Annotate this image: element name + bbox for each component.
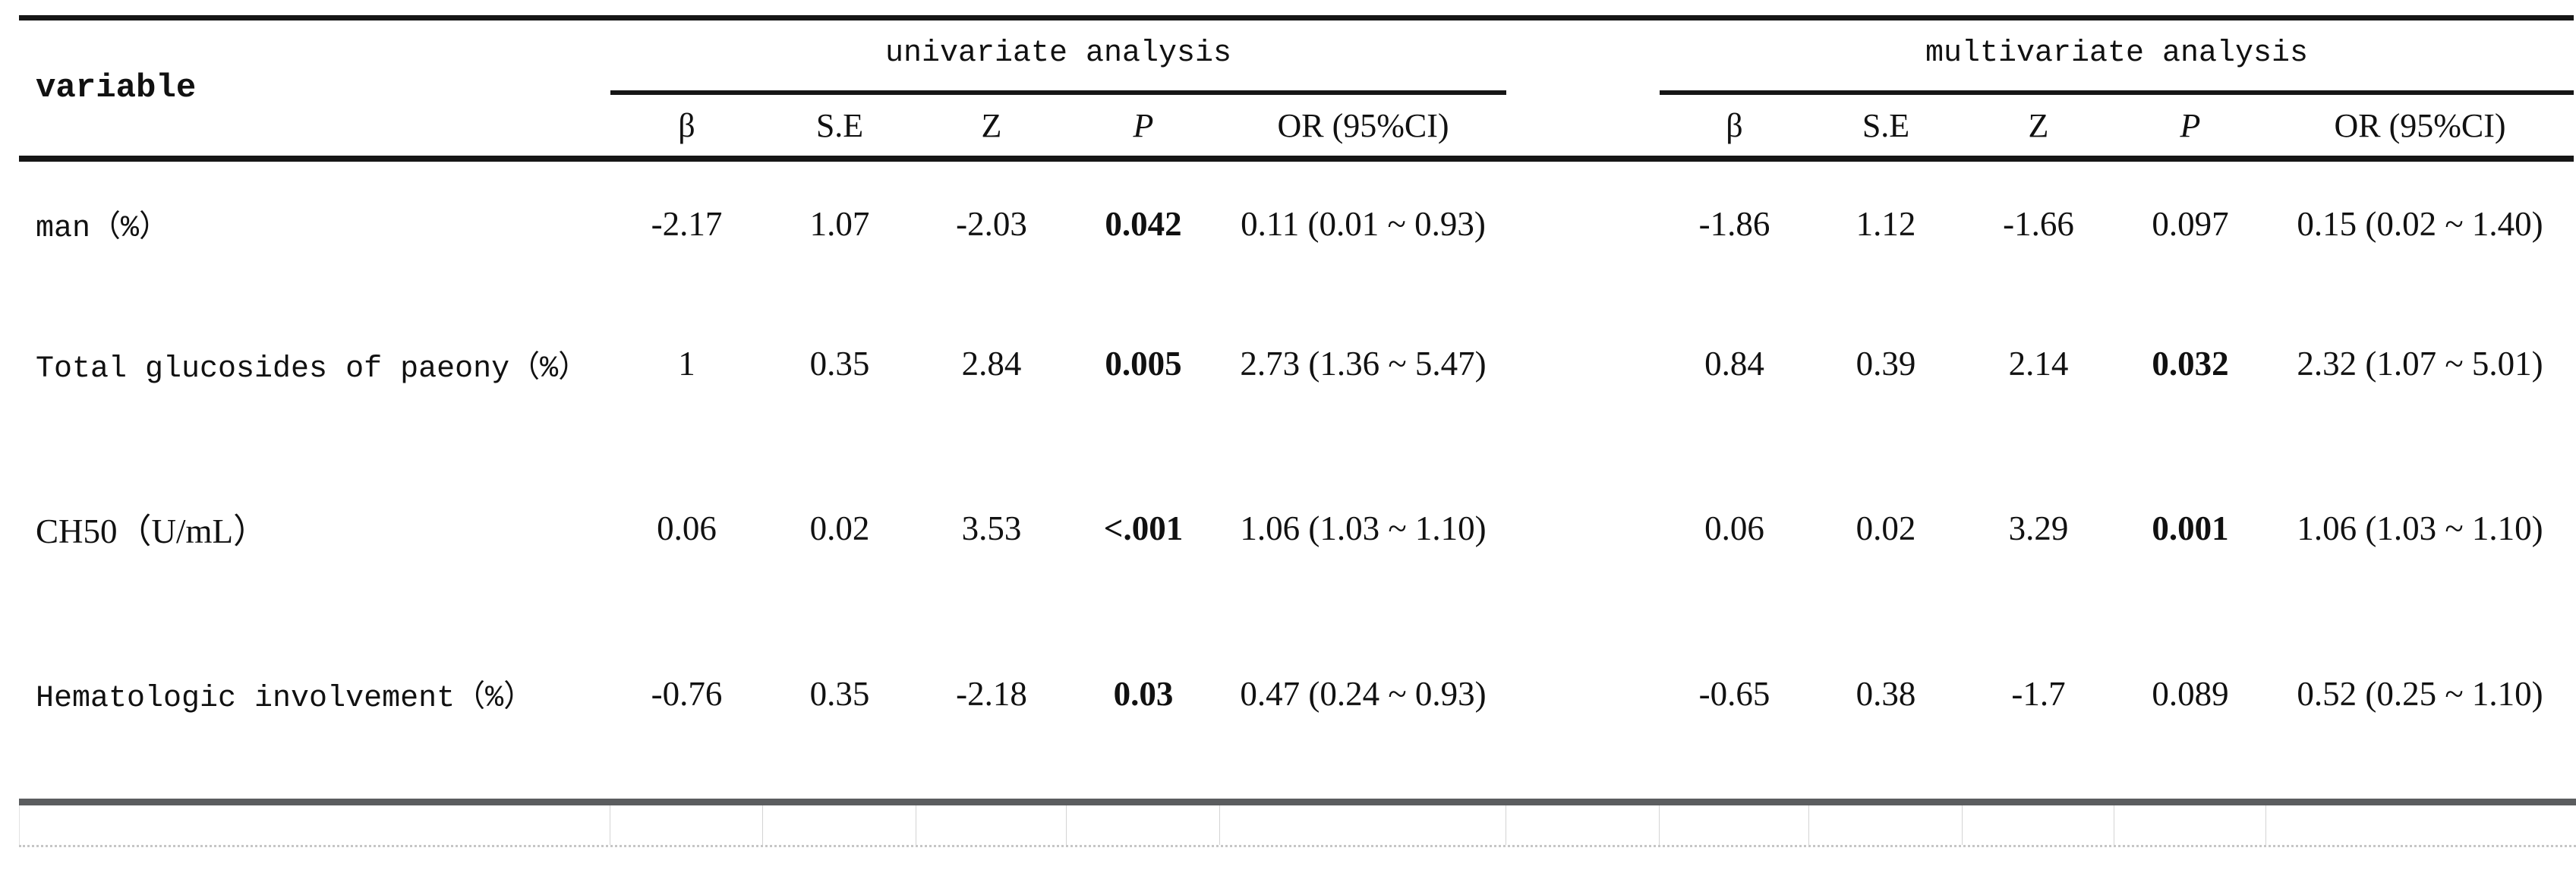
- header-bottom-rule: [19, 156, 2574, 162]
- empty-cell: [763, 805, 916, 845]
- cell-uni-p: 0.03: [1113, 674, 1174, 713]
- cell-uni-or: 0.47 (0.24 ~ 0.93): [1240, 674, 1487, 713]
- cell-uni-p: <.001: [1103, 509, 1184, 547]
- empty-cell: [1067, 805, 1220, 845]
- cell-uni-or: 1.06 (1.03 ~ 1.10): [1240, 509, 1487, 547]
- cell-uni-beta: 1: [678, 345, 695, 383]
- cell-multi-se: 1.12: [1856, 204, 1916, 243]
- cell-multi-z: -1.66: [2003, 204, 2074, 243]
- cell-uni-se: 1.07: [809, 204, 870, 243]
- column-header-multi-p: P: [2180, 106, 2201, 144]
- cell-uni-or: 2.73 (1.36 ~ 5.47): [1240, 345, 1487, 383]
- cell-multi-beta: 0.84: [1704, 345, 1764, 383]
- cell-uni-p: 0.042: [1105, 204, 1182, 243]
- row-label: Hematologic involvement（%）: [36, 682, 534, 716]
- cell-multi-se: 0.02: [1856, 509, 1916, 547]
- cell-uni-z: 2.84: [961, 345, 1022, 383]
- table-body: man（%） -2.17 1.07 -2.03 0.042 0.11 (0.01…: [19, 162, 2574, 773]
- column-header-spacer: [1506, 95, 1660, 156]
- group-header-gap: [1506, 20, 1660, 95]
- empty-cell: [1963, 805, 2114, 845]
- column-header-multi-beta: β: [1726, 106, 1743, 144]
- empty-cell: [2266, 805, 2576, 845]
- empty-cell: [1506, 805, 1660, 845]
- column-header-uni-p: P: [1133, 106, 1154, 144]
- cell-multi-z: -1.7: [2011, 674, 2066, 713]
- column-header-uni-se: S.E: [815, 106, 864, 144]
- cell-multi-z: 2.14: [2008, 345, 2069, 383]
- empty-cell: [1809, 805, 1963, 845]
- column-header-uni-or: OR (95%CI): [1277, 106, 1449, 144]
- cell-multi-beta: -1.86: [1698, 204, 1770, 243]
- group-header-multivariate: multivariate analysis: [1660, 20, 2574, 95]
- cell-multi-or: 0.52 (0.25 ~ 1.10): [2297, 674, 2543, 713]
- table-top-rule: [19, 15, 2574, 20]
- cell-uni-z: 3.53: [961, 509, 1022, 547]
- cell-multi-or: 1.06 (1.03 ~ 1.10): [2297, 509, 2543, 547]
- cell-uni-se: 0.35: [809, 345, 870, 383]
- empty-cell: [610, 805, 763, 845]
- cell-multi-p: 0.032: [2152, 345, 2229, 383]
- regression-table: variable univariate analysis multivariat…: [19, 15, 2574, 773]
- cell-multi-se: 0.38: [1856, 674, 1916, 713]
- cell-uni-z: -2.18: [956, 674, 1027, 713]
- cell-spacer: [1506, 285, 1660, 442]
- empty-cell: [1220, 805, 1506, 845]
- cell-uni-se: 0.02: [809, 509, 870, 547]
- row-label: CH50（U/mL）: [36, 512, 268, 550]
- cell-spacer: [1506, 614, 1660, 773]
- cell-uni-beta: 0.06: [657, 509, 717, 547]
- cell-multi-se: 0.39: [1856, 345, 1916, 383]
- cell-multi-or: 2.32 (1.07 ~ 5.01): [2297, 345, 2543, 383]
- column-header-multi-se: S.E: [1862, 106, 1910, 144]
- cell-uni-z: -2.03: [956, 204, 1027, 243]
- cell-uni-se: 0.35: [809, 674, 870, 713]
- group-header-univariate: univariate analysis: [610, 20, 1506, 95]
- cell-spacer: [1506, 442, 1660, 614]
- cell-uni-p: 0.005: [1105, 345, 1182, 383]
- column-header-multi-z: Z: [2028, 106, 2049, 144]
- cell-multi-beta: 0.06: [1704, 509, 1764, 547]
- row-label: Total glucosides of paeony（%）: [36, 351, 589, 386]
- cell-multi-z: 3.29: [2008, 509, 2069, 547]
- empty-cell: [916, 805, 1067, 845]
- cell-spacer: [1506, 162, 1660, 285]
- cell-uni-or: 0.11 (0.01 ~ 0.93): [1241, 204, 1486, 243]
- cell-multi-beta: -0.65: [1698, 674, 1770, 713]
- empty-grid-row: [19, 805, 2576, 847]
- empty-cell: [19, 805, 610, 845]
- table-header: variable univariate analysis multivariat…: [19, 20, 2574, 156]
- cell-multi-p: 0.001: [2152, 509, 2229, 547]
- cell-multi-p: 0.097: [2152, 204, 2229, 243]
- empty-cell: [2114, 805, 2266, 845]
- cell-multi-or: 0.15 (0.02 ~ 1.40): [2297, 204, 2543, 243]
- column-header-uni-z: Z: [981, 106, 1002, 144]
- bottom-bar: [19, 799, 2576, 805]
- empty-cell: [1660, 805, 1809, 845]
- column-header-multi-or: OR (95%CI): [2334, 106, 2506, 144]
- cell-uni-beta: -0.76: [651, 674, 723, 713]
- column-header-variable: variable: [36, 69, 197, 107]
- column-header-uni-beta: β: [678, 106, 695, 144]
- row-label: man（%）: [36, 212, 170, 246]
- cell-multi-p: 0.089: [2152, 674, 2229, 713]
- cell-uni-beta: -2.17: [651, 204, 723, 243]
